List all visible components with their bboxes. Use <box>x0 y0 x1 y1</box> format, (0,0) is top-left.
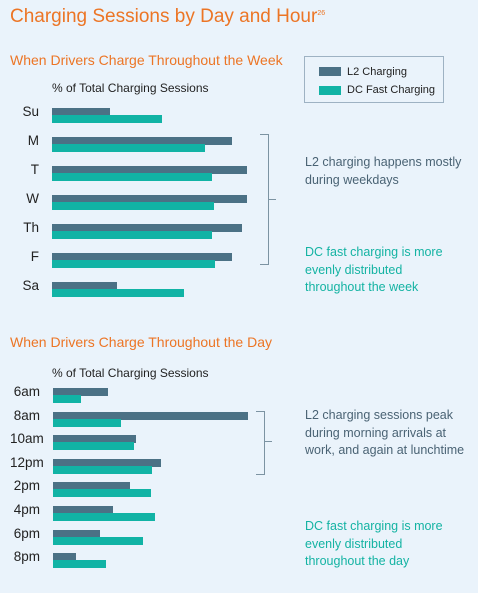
bar-dc <box>53 536 143 545</box>
category-label: F <box>30 249 39 264</box>
legend: L2 Charging DC Fast Charging <box>304 56 444 103</box>
category-label: M <box>27 133 39 148</box>
bar-l2 <box>53 529 100 538</box>
legend-l2-swatch <box>319 67 341 76</box>
week-section-title: When Drivers Charge Throughout the Week <box>10 52 283 68</box>
bar-dc <box>53 442 134 451</box>
bar-l2 <box>53 482 130 491</box>
week-bracket-tick <box>269 199 276 200</box>
bar-dc <box>52 173 212 181</box>
day-note-dc: DC fast charging is more evenly distribu… <box>305 519 443 568</box>
bar-l2 <box>52 108 110 116</box>
category-label: 10am <box>10 431 44 447</box>
category-label: 8am <box>13 407 40 423</box>
category-label: 6pm <box>13 525 40 541</box>
category-label: Th <box>23 220 39 235</box>
category-label: 4pm <box>13 502 40 517</box>
day-note-l2: L2 charging sessions peak during morning… <box>305 408 465 457</box>
bar-dc <box>52 115 162 123</box>
bar-dc <box>52 202 214 210</box>
week-axis-title: % of Total Charging Sessions <box>52 81 209 95</box>
bar-l2 <box>53 458 161 467</box>
category-label: T <box>30 162 39 177</box>
bar-l2 <box>52 282 117 290</box>
category-label: 12pm <box>10 454 44 470</box>
bar-l2 <box>52 195 247 203</box>
legend-dc-swatch <box>319 86 341 95</box>
bar-l2 <box>53 506 113 514</box>
bar-dc <box>52 289 184 297</box>
category-label: 2pm <box>13 478 40 494</box>
day-bracket <box>256 411 265 475</box>
day-axis-title: % of Total Charging Sessions <box>52 366 209 380</box>
legend-dc-label: DC Fast Charging <box>347 84 436 96</box>
bar-l2 <box>52 166 247 174</box>
week-note-l2: L2 charging happens mostly during weekda… <box>305 155 462 187</box>
bar-l2 <box>52 137 232 145</box>
legend-l2-label: L2 Charging <box>347 66 407 78</box>
bar-dc <box>53 418 121 427</box>
week-note-dc: DC fast charging is more evenly distribu… <box>305 245 443 294</box>
bar-l2 <box>52 253 232 261</box>
bar-l2 <box>53 411 248 420</box>
category-label: W <box>26 191 39 206</box>
day-section-title: When Drivers Charge Throughout the Day <box>10 334 272 350</box>
bar-dc <box>52 144 205 152</box>
bar-l2 <box>53 435 136 444</box>
bar-dc <box>53 513 155 521</box>
bar-dc <box>53 489 151 498</box>
bar-dc <box>53 395 81 403</box>
bar-dc <box>52 231 212 239</box>
page-title: Charging Sessions by Day and Hour26 <box>10 6 326 27</box>
bar-dc <box>53 465 152 474</box>
bar-dc <box>52 260 215 268</box>
category-label: 6am <box>13 384 40 399</box>
category-label: 8pm <box>13 549 40 565</box>
day-bracket-tick <box>265 441 272 442</box>
bar-l2 <box>53 388 108 396</box>
bar-l2 <box>53 553 76 562</box>
bar-dc <box>53 560 106 569</box>
bar-l2 <box>52 224 242 232</box>
category-label: Su <box>22 104 39 119</box>
week-bracket <box>260 134 269 265</box>
category-label: Sa <box>22 278 39 293</box>
